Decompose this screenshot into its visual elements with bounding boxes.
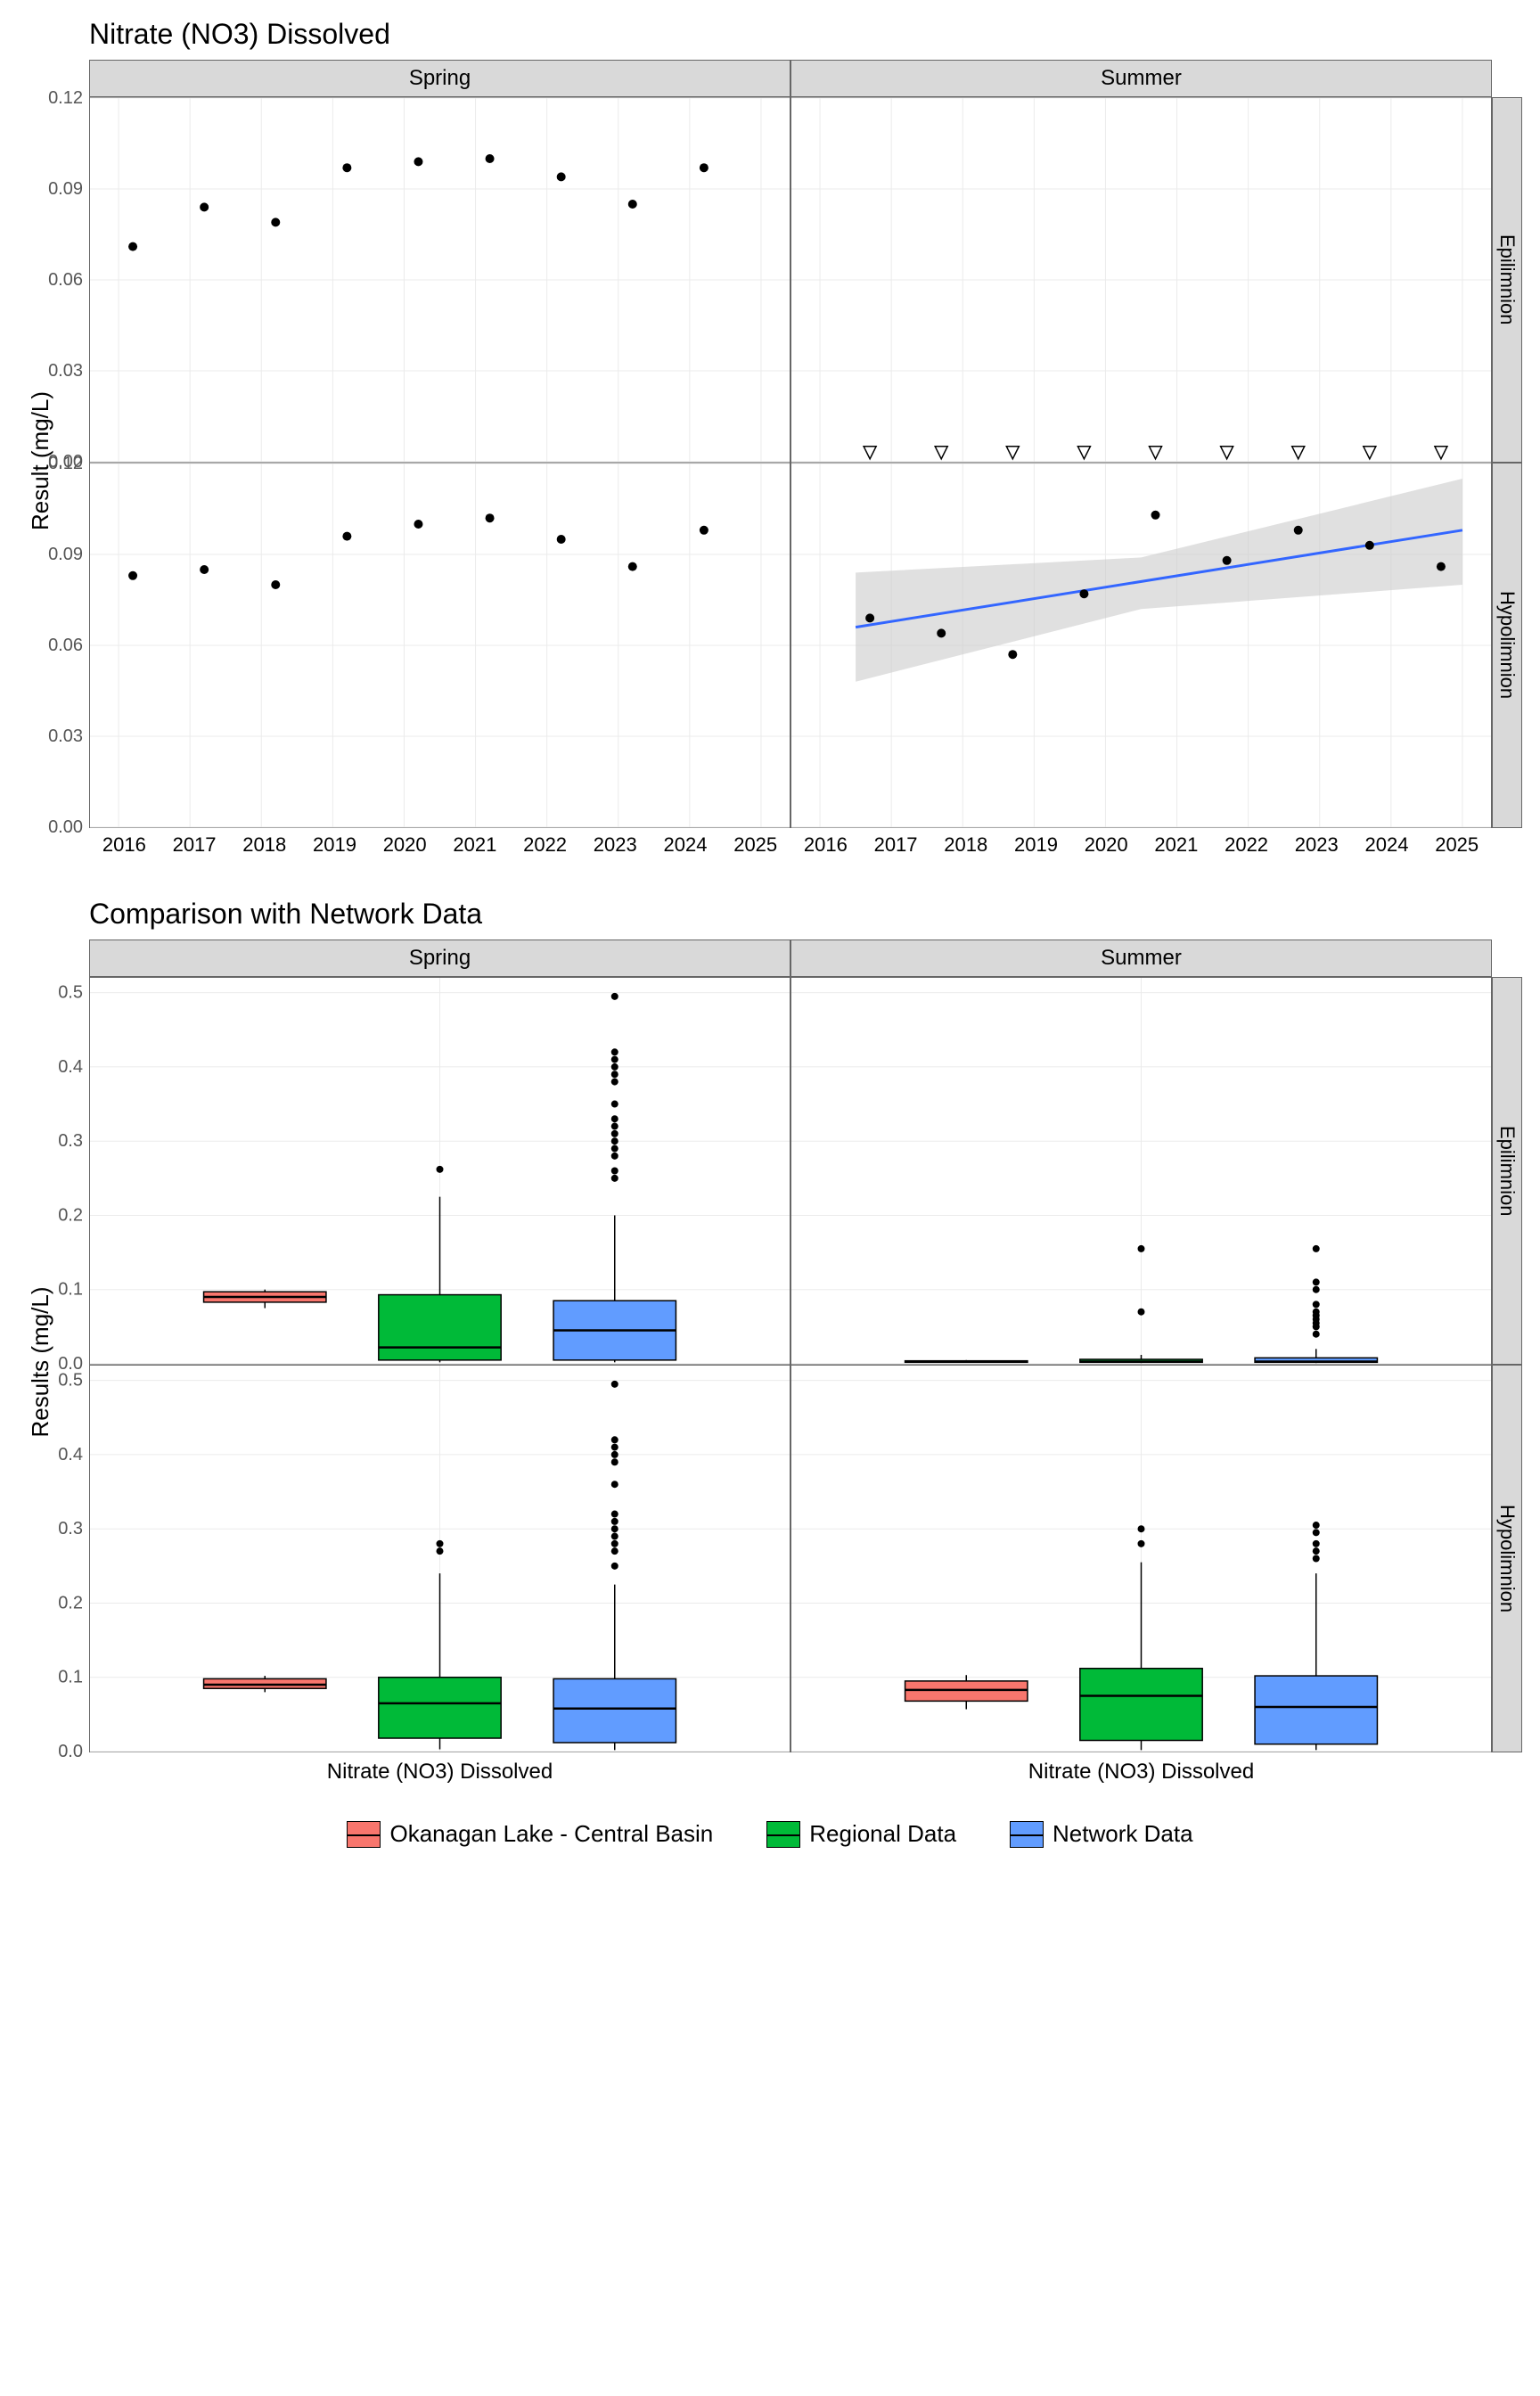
svg-text:0.06: 0.06 xyxy=(48,270,83,290)
panel-spring-epi: 0.000.030.060.090.12 xyxy=(89,97,790,463)
svg-text:0.4: 0.4 xyxy=(58,1057,83,1077)
svg-text:0.06: 0.06 xyxy=(48,636,83,655)
svg-text:0.03: 0.03 xyxy=(48,361,83,381)
svg-text:0.0: 0.0 xyxy=(58,1742,83,1761)
svg-text:0.09: 0.09 xyxy=(48,179,83,199)
box-col-spring: Spring xyxy=(89,940,790,977)
svg-text:0.1: 0.1 xyxy=(58,1668,83,1687)
svg-text:0.03: 0.03 xyxy=(48,726,83,746)
box-col-summer: Summer xyxy=(790,940,1492,977)
legend-label-0: Okanagan Lake - Central Basin xyxy=(389,1820,713,1848)
scatter-row-epi: Epilimnion xyxy=(1492,97,1522,463)
svg-text:0.2: 0.2 xyxy=(58,1593,83,1612)
svg-text:0.12: 0.12 xyxy=(48,88,83,108)
legend-label-2: Network Data xyxy=(1053,1820,1193,1848)
boxpanel-spring-epi: 0.00.10.20.30.40.5 xyxy=(89,977,790,1365)
scatter-title: Nitrate (NO3) Dissolved xyxy=(89,18,1522,51)
boxpanel-summer-hyp xyxy=(790,1365,1492,1752)
legend-item-2: Network Data xyxy=(1010,1820,1193,1848)
svg-text:0.2: 0.2 xyxy=(58,1205,83,1225)
boxpanel-summer-epi xyxy=(790,977,1492,1365)
scatter-row-hyp: Hypolimnion xyxy=(1492,463,1522,828)
svg-text:0.09: 0.09 xyxy=(48,545,83,564)
scatter-x-ticks: 2016201720182019202020212022202320242025… xyxy=(89,828,1492,862)
scatter-col-summer: Summer xyxy=(790,60,1492,97)
legend-label-1: Regional Data xyxy=(809,1820,956,1848)
svg-text:0.3: 0.3 xyxy=(58,1131,83,1151)
panel-summer-hyp xyxy=(790,463,1492,828)
svg-text:0.12: 0.12 xyxy=(48,454,83,473)
box-xlabel-left: Nitrate (NO3) Dissolved xyxy=(89,1752,790,1785)
box-row-hyp: Hypolimnion xyxy=(1492,1365,1522,1752)
svg-text:0.4: 0.4 xyxy=(58,1445,83,1465)
boxpanel-spring-hyp: 0.00.10.20.30.40.5 xyxy=(89,1365,790,1752)
scatter-col-spring: Spring xyxy=(89,60,790,97)
box-row-epi: Epilimnion xyxy=(1492,977,1522,1365)
panel-spring-hyp: 0.000.030.060.090.12 xyxy=(89,463,790,828)
svg-text:0.3: 0.3 xyxy=(58,1519,83,1539)
box-xlabel-right: Nitrate (NO3) Dissolved xyxy=(790,1752,1492,1785)
scatter-facet-grid: Result (mg/L) Spring Summer 0.000.030.06… xyxy=(18,60,1522,862)
legend-swatch-2 xyxy=(1010,1821,1044,1848)
panel-summer-epi xyxy=(790,97,1492,463)
box-y-label: Results (mg/L) xyxy=(27,1286,54,1437)
legend: Okanagan Lake - Central Basin Regional D… xyxy=(18,1820,1522,1848)
svg-text:0.1: 0.1 xyxy=(58,1280,83,1300)
legend-swatch-1 xyxy=(766,1821,800,1848)
svg-text:0.00: 0.00 xyxy=(48,817,83,837)
box-facet-grid: Results (mg/L) Spring Summer 0.00.10.20.… xyxy=(18,940,1522,1785)
legend-swatch-0 xyxy=(347,1821,381,1848)
box-title: Comparison with Network Data xyxy=(89,898,1522,931)
svg-text:0.5: 0.5 xyxy=(58,1371,83,1391)
legend-item-1: Regional Data xyxy=(766,1820,956,1848)
legend-item-0: Okanagan Lake - Central Basin xyxy=(347,1820,713,1848)
svg-text:0.5: 0.5 xyxy=(58,983,83,1003)
